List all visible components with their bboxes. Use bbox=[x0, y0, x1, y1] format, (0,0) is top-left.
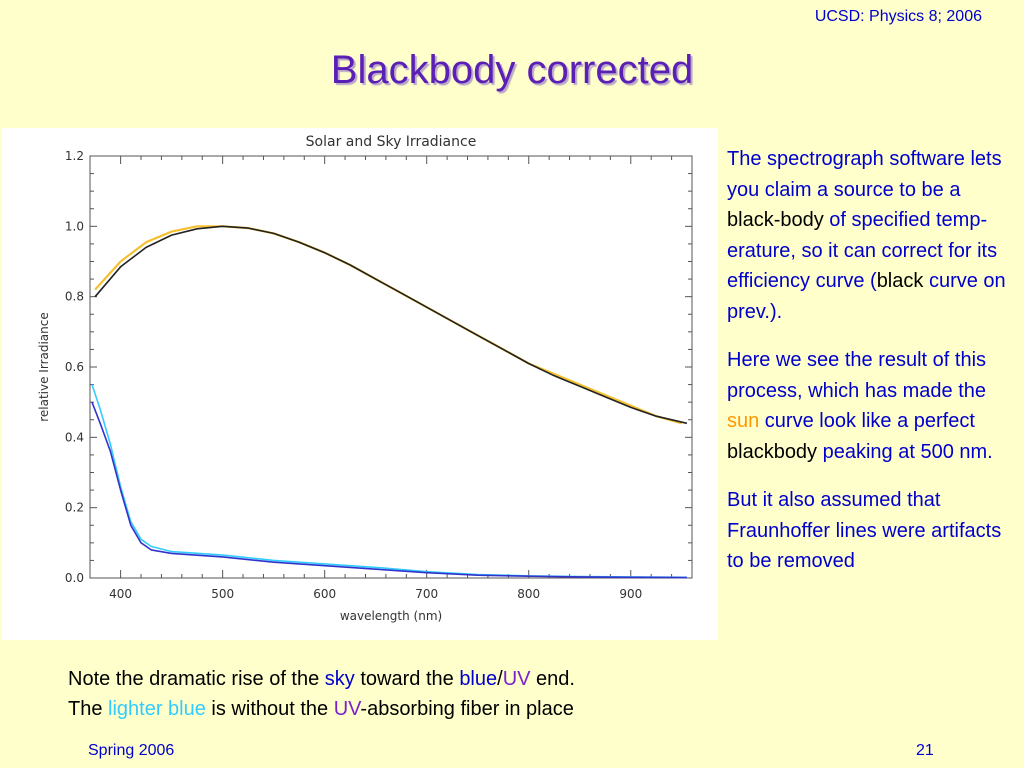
note-line-1: Note the dramatic rise of the sky toward… bbox=[68, 664, 728, 694]
p1-black-term: black bbox=[876, 270, 924, 292]
p1-text-1: The spectrograph software lets you claim… bbox=[727, 148, 1002, 201]
irradiance-chart: 0.0 0.2 0.4 0.6 0.8 1.0 1.2 400 500 600 700 800 900 S… bbox=[2, 128, 718, 640]
x-tick-label: 700 bbox=[415, 587, 438, 601]
chart-svg: 0.0 0.2 0.4 0.6 0.8 1.0 1.2 400 500 600 700 800 900 S… bbox=[37, 134, 693, 623]
x-tick-label: 600 bbox=[313, 587, 336, 601]
slide-title: Blackbody corrected bbox=[330, 48, 694, 92]
note-slash: / bbox=[497, 668, 503, 690]
p2-blackbody-term: blackbody bbox=[727, 440, 818, 463]
course-header: UCSD: Physics 8; 2006 bbox=[814, 8, 982, 25]
x-axis-label: wavelength (nm) bbox=[340, 609, 442, 623]
x-tick-label: 900 bbox=[619, 587, 642, 601]
p1-text-3: curve on prev.). bbox=[727, 270, 1006, 323]
note-text-5: is without the bbox=[205, 698, 334, 720]
series-sky_light-line bbox=[91, 384, 687, 579]
y-tick-label: 0.4 bbox=[65, 430, 84, 444]
note-sky: sky bbox=[324, 668, 355, 690]
note-text-4: The bbox=[68, 698, 109, 720]
p1-blackbody-term: black-body bbox=[727, 209, 824, 231]
explanation-text: The spectrograph software lets you claim… bbox=[727, 144, 1017, 595]
p2-text-2: curve look like a perfect bbox=[759, 410, 975, 432]
note-uv: UV bbox=[502, 668, 531, 690]
x-tick-label: 800 bbox=[517, 587, 540, 601]
y-tick-label: 0.2 bbox=[65, 501, 84, 515]
y-tick-label: 0.8 bbox=[65, 290, 84, 304]
note-uv-2: UV bbox=[333, 698, 361, 720]
note-text-6: -absorbing fiber in place bbox=[360, 698, 574, 720]
x-tick-label: 400 bbox=[109, 587, 132, 601]
series-fit-line bbox=[94, 225, 688, 425]
slide-number: 21 bbox=[916, 742, 934, 759]
note-text-1: Note the dramatic rise of the bbox=[68, 668, 325, 690]
chart-title: Solar and Sky Irradiance bbox=[306, 134, 477, 150]
p2-text-3: peaking at 500 nm. bbox=[817, 440, 993, 463]
y-tick-label: 0.0 bbox=[65, 571, 84, 585]
figure-note: Note the dramatic rise of the sky toward… bbox=[68, 664, 728, 724]
note-text-2: toward the bbox=[354, 668, 460, 690]
paragraph-1: The spectrograph software lets you claim… bbox=[727, 144, 1017, 327]
p2-sun-term: sun bbox=[727, 410, 760, 432]
paragraph-2: Here we see the result of this process, … bbox=[727, 345, 1017, 467]
y-tick-label: 1.2 bbox=[65, 149, 84, 163]
footer-date: Spring 2006 bbox=[88, 742, 175, 759]
plot-frame bbox=[89, 155, 693, 579]
note-lighter-blue: lighter blue bbox=[108, 698, 206, 720]
p1-text-2: of specified temp-erature, so it can cor… bbox=[727, 209, 998, 292]
note-line-2: The lighter blue is without the UV-absor… bbox=[68, 694, 728, 724]
x-tick-label: 500 bbox=[211, 587, 234, 601]
y-axis-label: relative Irradiance bbox=[37, 312, 51, 422]
series-sky_dark-line bbox=[91, 401, 687, 579]
y-tick-label: 1.0 bbox=[65, 219, 84, 233]
y-tick-label: 0.6 bbox=[65, 360, 84, 374]
paragraph-3: But it also assumed that Fraunhoffer lin… bbox=[727, 489, 1002, 572]
series-sun-line bbox=[94, 225, 683, 425]
note-text-3: end. bbox=[530, 668, 575, 690]
note-blue: blue bbox=[459, 668, 498, 690]
p2-text-1: Here we see the result of this process, … bbox=[727, 349, 987, 402]
